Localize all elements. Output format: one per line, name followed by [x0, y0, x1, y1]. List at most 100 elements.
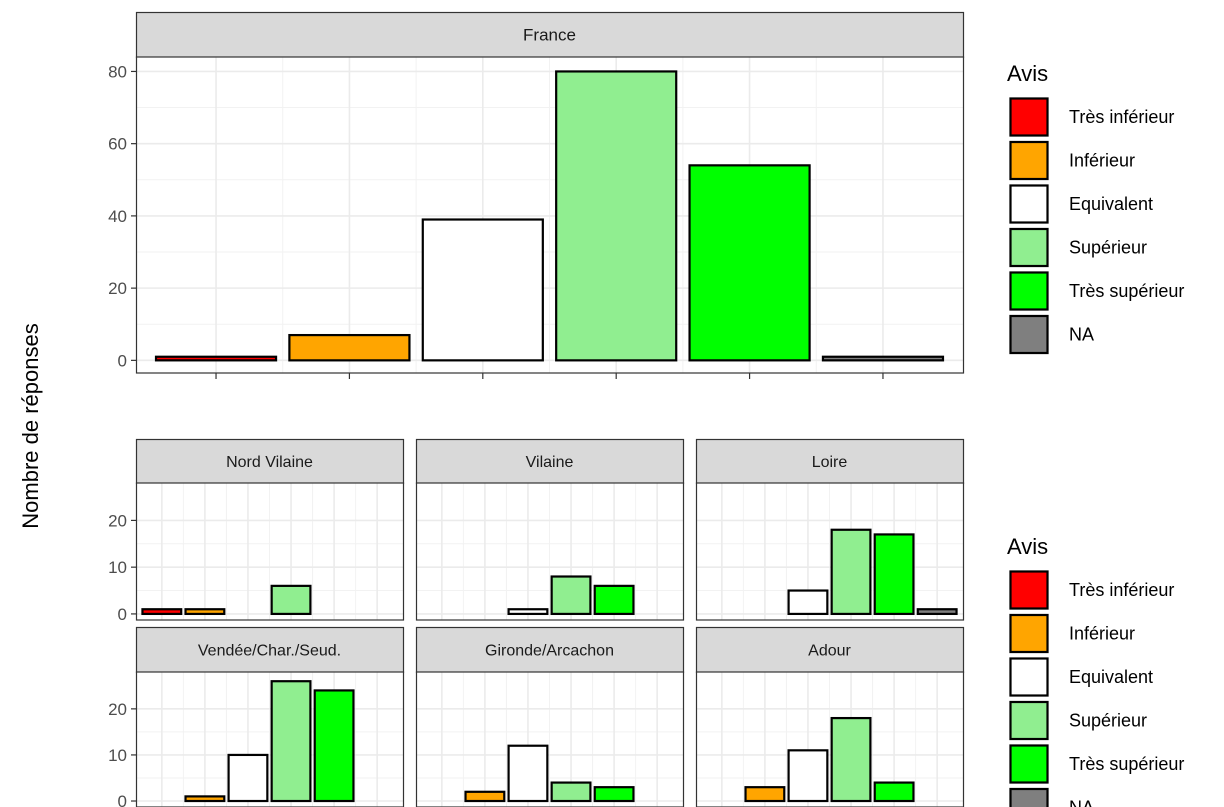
bar-tres-inferieur — [154, 355, 278, 362]
grid-lines — [136, 483, 403, 620]
bar-na — [916, 608, 958, 616]
bar-tres-superieur — [593, 786, 635, 803]
y-tick-label: 20 — [108, 279, 127, 298]
bar-tres-superieur — [688, 164, 811, 362]
bar-superieur — [830, 528, 872, 616]
facet-strip — [415, 438, 685, 485]
bar-inferieur — [288, 333, 411, 362]
legend-swatch — [1009, 700, 1049, 741]
legend-swatch — [1009, 570, 1049, 610]
bar-superieur — [555, 70, 678, 362]
legend-label: Très inférieur — [1069, 580, 1174, 600]
bar-superieur — [550, 781, 592, 803]
facet-adour: Adour — [695, 626, 965, 807]
facet-title: Nord Vilaine — [226, 454, 313, 471]
panel-border — [695, 671, 965, 807]
bar-superieur — [550, 575, 592, 616]
legend-item-tres-superieur: Très supérieur — [1009, 271, 1184, 311]
legend-item-inferieur: Inférieur — [1009, 140, 1135, 181]
bars — [464, 744, 635, 803]
bar-equivalent — [787, 749, 829, 803]
bar-equivalent — [421, 218, 544, 362]
legend-label: Très supérieur — [1069, 754, 1184, 774]
bar-na — [821, 355, 945, 362]
legend-label: NA — [1069, 798, 1094, 807]
legend-item-tres-inferieur: Très inférieur — [1009, 97, 1174, 137]
y-tick-label: 0 — [118, 605, 127, 624]
facet-strip — [135, 626, 405, 674]
facet-gironde-arcachon: Gironde/Arcachon — [415, 626, 685, 807]
grid-lines — [416, 483, 683, 620]
legend-title: Avis — [1007, 534, 1048, 559]
bar-tres-superieur — [313, 689, 355, 803]
panel-border — [135, 56, 965, 374]
bars — [184, 680, 355, 803]
facet-title: Gironde/Arcachon — [485, 642, 614, 659]
bars — [744, 716, 915, 803]
legend-label: Inférieur — [1069, 624, 1135, 644]
y-tick-label: 20 — [108, 700, 127, 719]
legend-label: NA — [1069, 325, 1094, 345]
bar-superieur — [270, 584, 312, 616]
chart-legends: Avis Très inférieur Inférieur Equivalent Sup… — [1007, 61, 1184, 807]
legend-label: Supérieur — [1069, 711, 1147, 731]
bar-equivalent — [227, 753, 269, 803]
legend-1: Avis Très inférieur Inférieur Equivalent Sup… — [1007, 61, 1184, 355]
y-tick-label: 60 — [108, 135, 127, 154]
legend-swatch — [1009, 787, 1049, 807]
legend-label: Equivalent — [1069, 667, 1153, 687]
facet-title: France — [523, 26, 576, 45]
bar-tres-superieur — [873, 781, 915, 803]
bars — [507, 575, 635, 616]
bar-tres-superieur — [873, 533, 915, 616]
facet-title: Vilaine — [526, 454, 574, 471]
legend-swatch — [1009, 657, 1049, 697]
legend-label: Inférieur — [1069, 151, 1135, 171]
y-tick-label: 0 — [118, 792, 127, 807]
panel-border — [695, 482, 965, 621]
panel-border — [135, 482, 405, 621]
bar-inferieur — [184, 608, 226, 616]
legend-item-inferieur: Inférieur — [1009, 613, 1135, 654]
legend-item-tres-inferieur: Très inférieur — [1009, 570, 1174, 610]
bar-tres-inferieur — [141, 608, 183, 616]
legend-swatch — [1009, 744, 1049, 784]
legend-label: Equivalent — [1069, 194, 1153, 214]
legend-item-superieur: Supérieur — [1009, 227, 1147, 268]
legend-swatch — [1009, 314, 1049, 355]
legend-label: Supérieur — [1069, 238, 1147, 258]
legend-item-na: NA — [1009, 314, 1094, 355]
facet-strip — [135, 438, 405, 485]
legend-item-tres-superieur: Très supérieur — [1009, 744, 1184, 784]
y-tick-label: 40 — [108, 207, 127, 226]
legend-label: Très supérieur — [1069, 281, 1184, 301]
panel-border — [415, 671, 685, 807]
y-tick-label: 0 — [118, 351, 127, 370]
facet-title: Adour — [808, 642, 851, 659]
bar-tres-superieur — [593, 584, 635, 616]
facet-france: France 0 20 40 60 80 — [108, 11, 965, 379]
bar-superieur — [830, 716, 872, 803]
grid-lines — [416, 672, 683, 807]
bars — [141, 584, 312, 616]
panel-border — [135, 671, 405, 807]
legend-swatch — [1009, 184, 1049, 224]
legend-swatch — [1009, 97, 1049, 137]
bar-superieur — [270, 680, 312, 803]
facet-strip — [135, 11, 965, 59]
bar-inferieur — [744, 786, 786, 803]
bar-equivalent — [507, 608, 549, 616]
facet-vilaine: Vilaine — [415, 438, 685, 621]
legend-label: Très inférieur — [1069, 107, 1174, 127]
y-axis-label: Nombre de réponses — [18, 323, 43, 528]
panel-border — [415, 482, 685, 621]
bar-equivalent — [787, 589, 829, 616]
bar-inferieur — [184, 795, 226, 803]
legend-item-equivalent: Equivalent — [1009, 657, 1153, 697]
bar-inferieur — [464, 790, 506, 803]
y-tick-label: 20 — [108, 511, 127, 530]
legend-item-equivalent: Equivalent — [1009, 184, 1153, 224]
legend-swatch — [1009, 227, 1049, 268]
bars — [154, 70, 945, 362]
